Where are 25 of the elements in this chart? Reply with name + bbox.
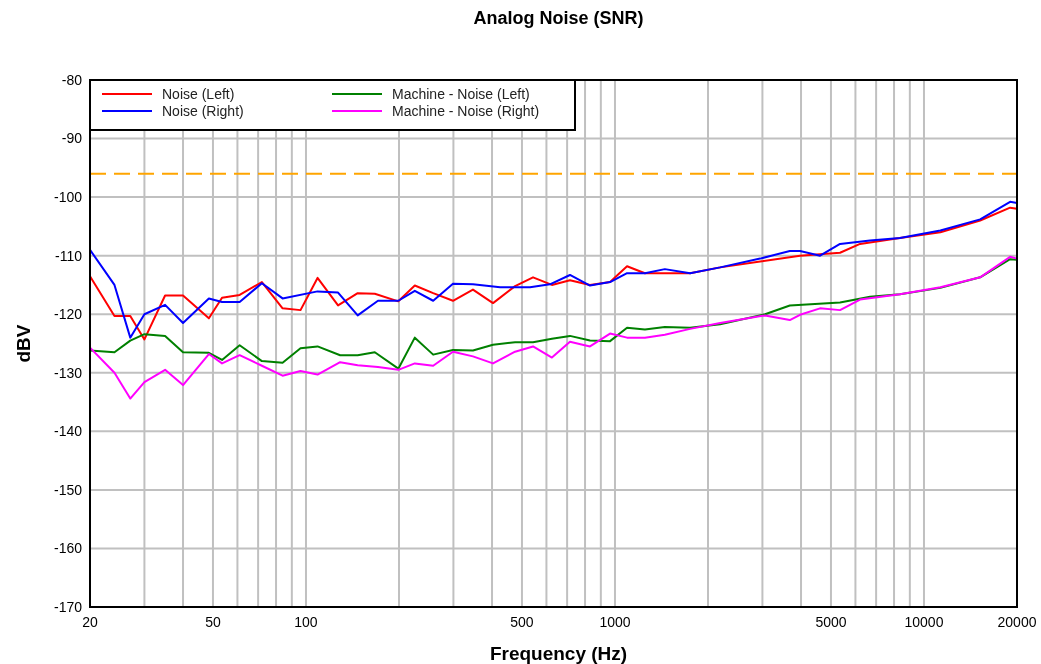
y-tick-label: -110 [55,247,83,264]
y-tick-label: -150 [53,481,83,498]
y-tick-label: -80 [61,71,83,88]
y-axis-title: dBV [13,324,34,363]
x-tick-label: 50 [205,614,221,630]
legend-label: Noise (Right) [162,102,244,119]
x-axis-title: Frequency (Hz) [489,643,628,664]
legend-label: Machine - Noise (Left) [392,85,530,102]
x-tick-label: 100 [294,614,318,630]
x-tick-label: 500 [510,614,534,630]
x-tick-label: 5000 [815,614,847,630]
x-tick-label: 20 [82,614,98,630]
y-tick-label: -140 [53,423,83,440]
x-tick-label: 20000 [997,614,1037,630]
y-tick-label: -130 [53,364,83,381]
y-tick-label: -160 [53,540,83,557]
legend-label: Machine - Noise (Right) [392,102,540,119]
y-tick-label: -100 [53,189,83,206]
legend-label: Noise (Left) [162,85,235,102]
chart-title: Analog Noise (SNR) [473,8,644,28]
x-tick-label: 1000 [599,614,631,630]
x-tick-label: 10000 [904,614,944,630]
y-tick-label: -120 [53,306,83,323]
y-tick-label: -170 [53,598,83,615]
y-tick-label: -90 [61,130,83,147]
